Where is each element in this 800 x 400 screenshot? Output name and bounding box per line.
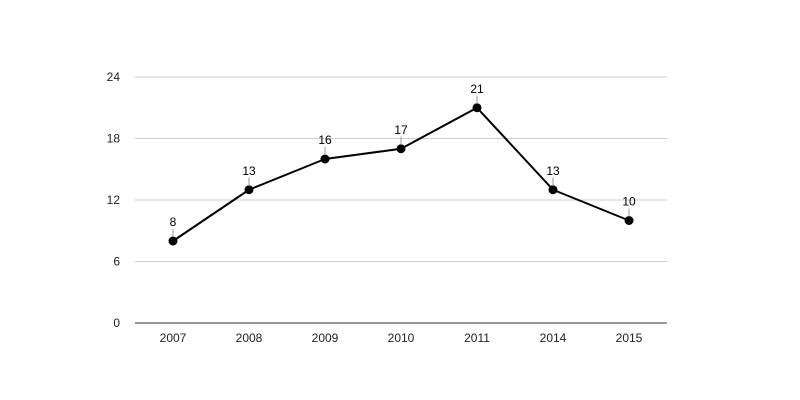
y-tick-label: 18 — [107, 132, 121, 146]
data-label: 13 — [242, 164, 256, 178]
y-tick-label: 24 — [107, 70, 121, 84]
y-tick-label: 6 — [113, 255, 120, 269]
data-label: 21 — [470, 82, 484, 96]
data-label: 13 — [546, 164, 560, 178]
x-tick-label: 2011 — [464, 331, 490, 345]
x-tick-label: 2010 — [388, 331, 415, 345]
x-tick-label: 2007 — [160, 331, 187, 345]
data-point — [168, 236, 178, 246]
data-point — [624, 216, 634, 225]
data-point — [396, 144, 406, 154]
data-point — [244, 185, 254, 195]
y-tick-label: 0 — [113, 316, 120, 330]
data-label: 8 — [170, 215, 177, 229]
data-point — [548, 185, 558, 195]
data-label: 17 — [394, 123, 408, 137]
series-layer — [168, 103, 634, 246]
x-tick-label: 2014 — [540, 331, 567, 345]
data-point — [472, 103, 482, 113]
x-tick-label: 2008 — [236, 331, 263, 345]
y-tick-label: 12 — [107, 193, 121, 207]
x-axis-tick-labels: 2007 2008 2009 2010 2011 2014 2015 — [160, 331, 643, 345]
x-tick-label: 2009 — [312, 331, 339, 345]
data-label: 16 — [318, 133, 332, 147]
y-axis-tick-labels: 0 6 12 18 24 — [107, 70, 121, 330]
data-point — [320, 154, 330, 164]
data-labels: 8 13 16 17 21 13 10 — [170, 82, 636, 237]
data-label: 10 — [622, 195, 636, 209]
gridlines — [135, 76, 667, 262]
x-tick-label: 2015 — [616, 331, 643, 345]
